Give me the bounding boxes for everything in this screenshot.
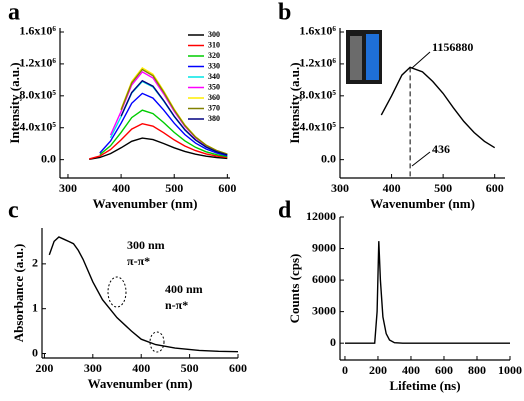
chart-panel: 0 200 400 600 800 1000 0 3000 6000 9000 12000 Lifet…: [278, 198, 522, 393]
panel-label: c: [8, 198, 19, 224]
x-tick-label: 300: [84, 361, 102, 375]
annotation-arrow: [411, 151, 431, 167]
y-axis-label: Absorbance (a.u.): [11, 244, 26, 343]
data-line: [120, 68, 228, 155]
vial-right: [366, 34, 379, 80]
legend-label: 310: [208, 40, 220, 49]
legend-label: 300: [208, 30, 220, 39]
panel-label: d: [278, 198, 292, 224]
y-axis-label: Counts (cps): [287, 254, 302, 324]
chart-panel: 200 300 400 500 600 0 1 2 Wavenumber (nm) Absorba…: [8, 198, 247, 391]
legend-label: 360: [208, 93, 220, 102]
x-tick-label: 300: [331, 181, 349, 195]
y-tick-label: 1.6x10⁶: [19, 24, 56, 38]
x-axis-label: Wavenumber (nm): [93, 196, 198, 211]
data-line: [99, 109, 228, 158]
x-tick-label: 800: [468, 363, 486, 377]
x-tick-label: 200: [35, 361, 53, 375]
x-tick-label: 0: [342, 363, 348, 377]
annotation: 1156880: [432, 40, 473, 54]
legend-label: 330: [208, 61, 220, 70]
y-tick-label: 2: [32, 256, 38, 270]
y-tick-label: 8.0x10⁵: [19, 88, 56, 102]
y-tick-label: 6000: [312, 272, 336, 286]
x-tick-label: 400: [402, 363, 420, 377]
y-tick-label: 12000: [306, 209, 336, 223]
y-axis-label: Intensity (a.u.): [287, 62, 302, 143]
chart-panel: 300 400 500 600 0.0 4.0x10⁵ 8.0x10⁵ 1.2x10⁶ 1.6x…: [7, 0, 236, 211]
x-axis-label: Wavenumber (nm): [370, 196, 475, 211]
x-tick-label: 300: [59, 181, 77, 195]
y-tick-label: 3000: [312, 303, 336, 317]
legend-label: 350: [208, 82, 220, 91]
x-tick-label: 1000: [498, 363, 522, 377]
y-axis-label: Intensity (a.u.): [7, 62, 22, 143]
x-tick-label: 600: [486, 181, 504, 195]
annotation: n-π*: [165, 298, 188, 312]
panel-label: b: [278, 0, 291, 26]
y-tick-label: 1.2x10⁶: [299, 56, 336, 70]
chart-panel: 300 400 500 600 0.0 4.0x10⁵ 8.0x10⁵ 1.2x10⁶ 1.6x…: [278, 0, 505, 211]
y-tick-label: 8.0x10⁵: [299, 88, 336, 102]
y-tick-label: 1: [32, 300, 38, 314]
y-tick-label: 0.0: [41, 151, 56, 165]
legend-label: 370: [208, 103, 220, 112]
legend-label: 320: [208, 51, 220, 60]
x-tick-label: 500: [181, 361, 199, 375]
data-line: [89, 122, 228, 160]
annotation: 436: [432, 142, 450, 156]
marker-ellipse: [107, 276, 127, 308]
y-tick-label: 4.0x10⁵: [19, 119, 56, 133]
x-tick-label: 500: [434, 181, 452, 195]
y-tick-label: 0: [330, 335, 336, 349]
vial-left: [350, 36, 362, 80]
x-axis-label: Lifetime (ns): [389, 378, 460, 393]
data-line: [380, 66, 496, 149]
y-tick-label: 4.0x10⁵: [299, 119, 336, 133]
x-tick-label: 400: [112, 181, 130, 195]
x-tick-label: 400: [383, 181, 401, 195]
data-line: [48, 236, 239, 353]
data-line: [89, 137, 228, 160]
data-line: [120, 79, 228, 156]
annotation: 400 nm: [165, 282, 203, 296]
panel-label: a: [8, 0, 20, 26]
x-tick-label: 500: [165, 181, 183, 195]
y-tick-label: 0.0: [321, 151, 336, 165]
legend-label: 380: [208, 114, 220, 123]
x-tick-label: 600: [435, 363, 453, 377]
data-line: [345, 241, 510, 344]
y-tick-label: 1.6x10⁶: [299, 24, 336, 38]
x-tick-label: 600: [229, 361, 247, 375]
data-line: [99, 92, 228, 157]
y-tick-label: 1.2x10⁶: [19, 56, 56, 70]
x-tick-label: 600: [218, 181, 236, 195]
annotation-arrow: [411, 51, 431, 69]
x-tick-label: 200: [369, 363, 387, 377]
inset-photo: [346, 30, 382, 84]
annotation: π-π*: [127, 254, 150, 268]
legend-label: 340: [208, 72, 220, 81]
marker-ellipse: [149, 331, 165, 353]
annotation: 300 nm: [127, 238, 165, 252]
x-tick-label: 400: [132, 361, 150, 375]
y-tick-label: 9000: [312, 240, 336, 254]
y-tick-label: 0: [32, 345, 38, 359]
x-axis-label: Wavenumber (nm): [88, 376, 193, 391]
